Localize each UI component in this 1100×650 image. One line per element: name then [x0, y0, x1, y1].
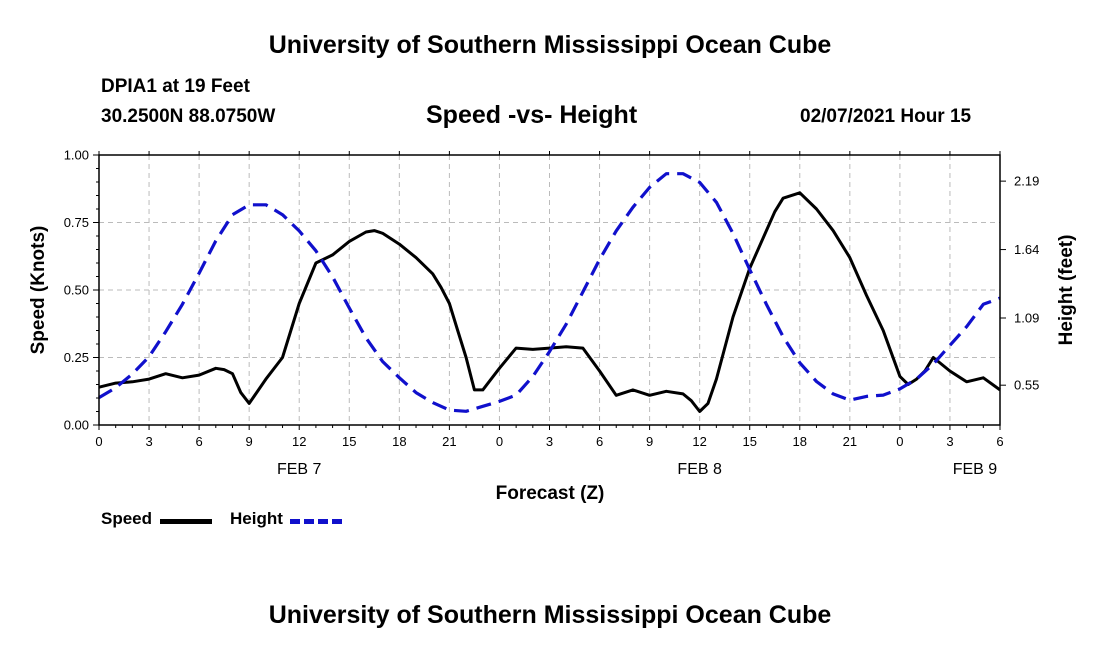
y2-tick-label: 0.55 — [1014, 378, 1039, 393]
x-tick-label: 0 — [95, 434, 102, 449]
series-height — [98, 172, 1001, 413]
series-line-height — [98, 172, 1001, 413]
x-tick-label: 6 — [596, 434, 603, 449]
y-tick-label: 0.00 — [64, 418, 89, 433]
legend-speed-swatch — [160, 519, 212, 524]
page-title: University of Southern Mississippi Ocean… — [268, 31, 832, 59]
footer-title: University of Southern Mississippi Ocean… — [268, 601, 832, 629]
y2-tick-label: 2.19 — [1014, 174, 1039, 189]
y2-tick-label: 1.64 — [1014, 242, 1039, 257]
chart-subtitle: Speed -vs- Height — [426, 101, 638, 129]
date-label: FEB 9 — [953, 461, 998, 478]
x-tick-label: 21 — [442, 434, 456, 449]
y-tick-label: 0.25 — [64, 350, 89, 365]
x-tick-label: 9 — [646, 434, 653, 449]
x-tick-label: 6 — [996, 434, 1003, 449]
x-tick-label: 3 — [145, 434, 152, 449]
series-speed — [98, 191, 1001, 413]
axes: 0 3 6 9 12 15 18 21 0 3 6 9 12 15 18 21 0 3 6 0.00 0.25 0.50 0… — [64, 148, 1040, 479]
forecast-datetime: 02/07/2021 Hour 15 — [800, 106, 972, 127]
x-tick-label: 21 — [843, 434, 857, 449]
x-tick-label: 3 — [546, 434, 553, 449]
x-tick-label: 15 — [742, 434, 756, 449]
legend-height-label: Height — [230, 509, 283, 528]
date-label: FEB 8 — [677, 461, 722, 478]
x-tick-label: 0 — [496, 434, 503, 449]
y-tick-label: 0.50 — [64, 283, 89, 298]
x-tick-label: 18 — [392, 434, 406, 449]
y-axis-label: Speed (Knots) — [28, 226, 49, 355]
grid — [99, 155, 1000, 425]
x-tick-label: 18 — [793, 434, 807, 449]
y2-tick-label: 1.09 — [1014, 310, 1039, 325]
legend-height-swatch — [290, 519, 342, 524]
x-tick-label: 0 — [896, 434, 903, 449]
legend-speed-label: Speed — [101, 509, 153, 528]
y-tick-label: 0.75 — [64, 215, 89, 230]
station-name: DPIA1 at 19 Feet — [101, 76, 250, 97]
x-tick-label: 6 — [195, 434, 202, 449]
y2-axis-label: Height (feet) — [1056, 235, 1077, 346]
x-tick-label: 12 — [692, 434, 706, 449]
series-line-speed — [98, 191, 1001, 413]
x-tick-label: 3 — [946, 434, 953, 449]
date-label: FEB 7 — [277, 461, 322, 478]
x-tick-label: 12 — [292, 434, 306, 449]
series-layer — [98, 172, 1001, 413]
station-coordinates: 30.2500N 88.0750W — [101, 106, 276, 127]
x-tick-label: 15 — [342, 434, 356, 449]
x-axis-label: Forecast (Z) — [496, 483, 605, 504]
x-tick-label: 9 — [246, 434, 253, 449]
y-tick-label: 1.00 — [64, 148, 89, 163]
